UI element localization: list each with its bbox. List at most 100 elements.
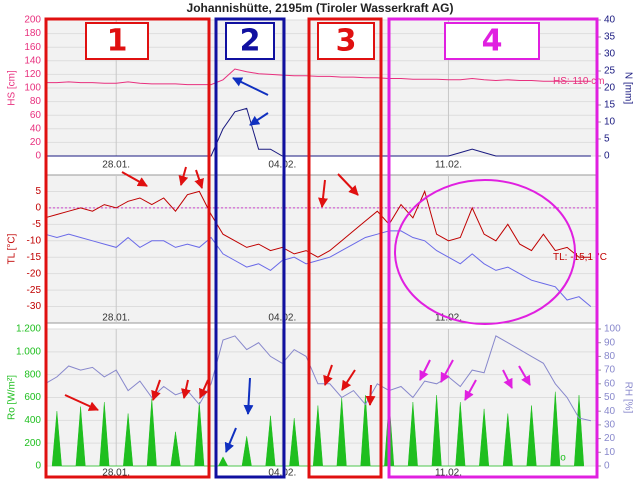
y2-tick-label: 70 <box>604 365 616 376</box>
y-tick-label: -10 <box>27 235 42 246</box>
arrow <box>178 166 189 186</box>
y-axis-label: TL [°C] <box>7 233 18 264</box>
arrows <box>64 77 531 453</box>
arrow <box>151 379 161 401</box>
x-tick-label: 11.02. <box>435 468 462 479</box>
line <box>44 230 592 307</box>
y2-tick-label: 20 <box>604 83 616 94</box>
arrow <box>121 171 148 187</box>
y-tick-label: -20 <box>27 268 42 279</box>
annotation: 1 <box>107 24 128 59</box>
arrow <box>181 379 191 399</box>
arrow <box>224 427 237 453</box>
x-tick-label: 28.01. <box>102 468 130 479</box>
annotation: 3 <box>336 24 357 59</box>
arrow <box>365 384 376 406</box>
y2-tick-label: 5 <box>604 134 610 145</box>
x-tick-label: 04.02. <box>268 160 296 171</box>
y2-tick-label: 10 <box>604 117 616 128</box>
arrow <box>194 169 204 189</box>
line <box>44 189 591 258</box>
series-label: Ro <box>553 453 566 464</box>
annotations <box>44 17 599 479</box>
arrow <box>341 369 356 391</box>
y2-tick-label: 60 <box>604 378 616 389</box>
x-tick-label: 28.01. <box>102 160 130 171</box>
y2-axis-label: N [mm] <box>622 72 633 104</box>
y-tick-label: -5 <box>32 219 41 230</box>
arrow <box>243 377 254 415</box>
y-tick-label: -15 <box>27 252 42 263</box>
arrow <box>518 365 531 386</box>
y2-tick-label: 50 <box>604 392 616 403</box>
plots: 0204060801001201401601802000510152025303… <box>7 15 634 479</box>
y2-tick-label: 15 <box>604 100 616 111</box>
y2-tick-label: 0 <box>604 461 610 472</box>
y-tick-label: 20 <box>30 137 42 148</box>
chart-title: Johannishütte, 2195m (Tiroler Wasserkraf… <box>187 1 454 15</box>
y-tick-label: 60 <box>30 110 42 121</box>
y2-tick-label: 100 <box>604 324 621 335</box>
line <box>45 68 591 86</box>
y2-tick-label: 40 <box>604 15 616 26</box>
area <box>51 391 585 467</box>
y-tick-label: 80 <box>30 96 42 107</box>
y-tick-label: -30 <box>27 301 42 312</box>
annotation: 2 <box>240 24 261 59</box>
arrow <box>440 359 454 383</box>
label-box <box>225 22 275 60</box>
y2-tick-label: 0 <box>604 151 610 162</box>
y2-tick-label: 20 <box>604 433 616 444</box>
y-tick-label: 100 <box>24 83 41 94</box>
y2-tick-label: 90 <box>604 337 616 348</box>
arrow <box>318 179 328 208</box>
line <box>45 107 591 157</box>
y2-tick-label: 80 <box>604 351 616 362</box>
arrow <box>502 369 513 389</box>
label-box <box>85 22 149 60</box>
x-tick-label: 28.01. <box>102 313 130 324</box>
y2-tick-label: 30 <box>604 420 616 431</box>
y-tick-label: 600 <box>24 392 41 403</box>
box-3 <box>307 17 383 479</box>
y-tick-label: 0 <box>35 203 41 214</box>
label-box <box>444 22 540 60</box>
x-tick-label: 04.02. <box>268 468 296 479</box>
y-axis-label: HS [cm] <box>7 70 18 106</box>
y2-axis-label: RH [%] <box>622 382 633 414</box>
y2-tick-label: 25 <box>604 66 616 77</box>
ellipse <box>394 179 576 325</box>
label-box <box>317 22 375 60</box>
arrow <box>249 112 269 126</box>
arrow <box>199 379 209 399</box>
series-label: HS: 110 cm <box>553 76 605 87</box>
box-2 <box>214 17 286 479</box>
arrow <box>419 359 431 381</box>
y-tick-label: 160 <box>24 42 41 53</box>
arrow <box>64 394 99 411</box>
y-tick-label: 200 <box>24 15 41 26</box>
y-tick-label: 0 <box>35 151 41 162</box>
arrow <box>323 364 333 386</box>
series-label: TL: -15,1 °C <box>553 252 607 263</box>
box-1 <box>44 17 211 479</box>
y-tick-label: 0 <box>35 461 41 472</box>
y-tick-label: 120 <box>24 69 41 80</box>
y-tick-label: 180 <box>24 28 41 39</box>
arrow <box>464 379 477 401</box>
y-tick-label: 1.200 <box>16 324 41 335</box>
y-tick-label: 40 <box>30 123 42 134</box>
y2-tick-label: 40 <box>604 406 616 417</box>
x-tick-label: 11.02. <box>435 160 462 171</box>
y2-tick-label: 10 <box>604 447 616 458</box>
arrow <box>337 173 359 196</box>
y-tick-label: -25 <box>27 285 42 296</box>
annotation: 4 <box>482 24 503 59</box>
x-tick-label: 04.02. <box>268 313 296 324</box>
y2-tick-label: 35 <box>604 32 616 43</box>
arrow <box>232 77 269 96</box>
plot-area <box>44 174 599 324</box>
y-tick-label: 200 <box>24 438 41 449</box>
line <box>44 335 592 422</box>
